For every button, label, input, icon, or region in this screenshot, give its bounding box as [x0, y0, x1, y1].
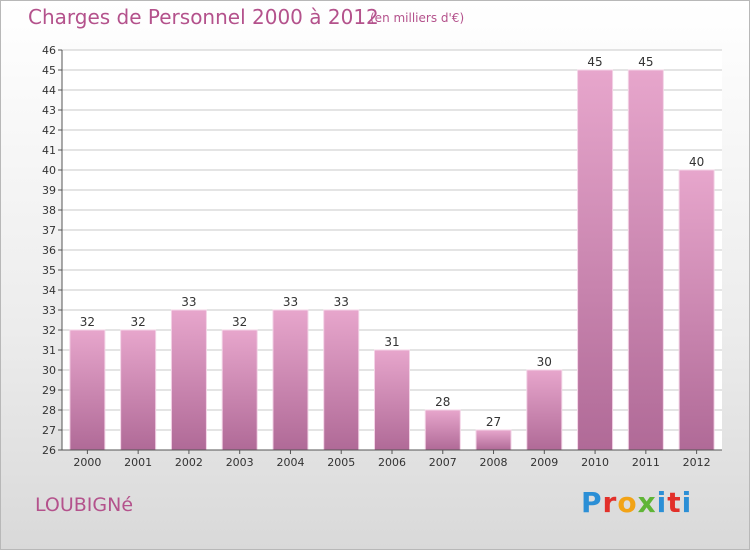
- y-tick-label: 38: [42, 204, 56, 217]
- y-tick-label: 26: [42, 444, 56, 457]
- bar-value-label: 32: [80, 315, 95, 329]
- bar: [627, 69, 664, 451]
- bar-value-label: 45: [638, 55, 653, 69]
- chart-subtitle: (en milliers d'€): [370, 11, 465, 25]
- bar-value-label: 45: [587, 55, 602, 69]
- bar-value-label: 31: [384, 335, 399, 349]
- bar-value-label: 27: [486, 415, 501, 429]
- x-tick-label: 2010: [581, 456, 609, 469]
- bar-value-label: 33: [283, 295, 298, 309]
- bar: [120, 329, 157, 451]
- x-tick-label: 2001: [124, 456, 152, 469]
- bar: [475, 429, 512, 451]
- y-tick-label: 42: [42, 124, 56, 137]
- bar: [272, 309, 309, 451]
- bar: [69, 329, 106, 451]
- bar: [323, 309, 360, 451]
- y-tick-label: 28: [42, 404, 56, 417]
- x-tick-label: 2000: [73, 456, 101, 469]
- y-tick-label: 33: [42, 304, 56, 317]
- y-tick-label: 31: [42, 344, 56, 357]
- x-tick-label: 2007: [429, 456, 457, 469]
- bar: [526, 369, 563, 451]
- labels: 26 27 28 29 30 31 32 33 34 35 36 37 38 39 40 41 42 43 44 45…: [42, 44, 711, 469]
- bar: [678, 169, 715, 451]
- x-tick-label: 2012: [683, 456, 711, 469]
- y-tick-label: 36: [42, 244, 56, 257]
- y-tick-label: 32: [42, 324, 56, 337]
- y-tick-label: 41: [42, 144, 56, 157]
- y-tick-label: 44: [42, 84, 56, 97]
- bar-value-label: 32: [232, 315, 247, 329]
- proxiti-logo: Proxiti: [581, 486, 693, 519]
- bar-value-label: 40: [689, 155, 704, 169]
- y-tick-label: 27: [42, 424, 56, 437]
- bar: [424, 409, 461, 451]
- y-tick-label: 45: [42, 64, 56, 77]
- y-tick-label: 43: [42, 104, 56, 117]
- bar-value-label: 28: [435, 395, 450, 409]
- place-name: LOUBIGNé: [35, 494, 134, 516]
- x-tick-label: 2005: [327, 456, 355, 469]
- x-tick-label: 2006: [378, 456, 406, 469]
- bar-value-label: 33: [181, 295, 196, 309]
- y-tick-label: 37: [42, 224, 56, 237]
- y-tick-label: 35: [42, 264, 56, 277]
- bar: [170, 309, 207, 451]
- chart-title: Charges de Personnel 2000 à 2012: [28, 5, 379, 29]
- axes: [58, 49, 722, 454]
- y-tick-label: 40: [42, 164, 56, 177]
- x-tick-label: 2003: [226, 456, 254, 469]
- bar-value-label: 30: [537, 355, 552, 369]
- x-tick-label: 2004: [276, 456, 304, 469]
- bar-value-label: 33: [334, 295, 349, 309]
- y-tick-label: 46: [42, 44, 56, 57]
- x-tick-label: 2009: [530, 456, 558, 469]
- y-tick-label: 30: [42, 364, 56, 377]
- x-tick-label: 2011: [632, 456, 660, 469]
- y-tick-label: 34: [42, 284, 56, 297]
- bar: [374, 349, 410, 451]
- bar: [577, 69, 614, 451]
- bar: [221, 329, 258, 451]
- x-tick-label: 2008: [480, 456, 508, 469]
- y-tick-label: 29: [42, 384, 56, 397]
- x-tick-label: 2002: [175, 456, 203, 469]
- bar-value-label: 32: [131, 315, 146, 329]
- y-tick-label: 39: [42, 184, 56, 197]
